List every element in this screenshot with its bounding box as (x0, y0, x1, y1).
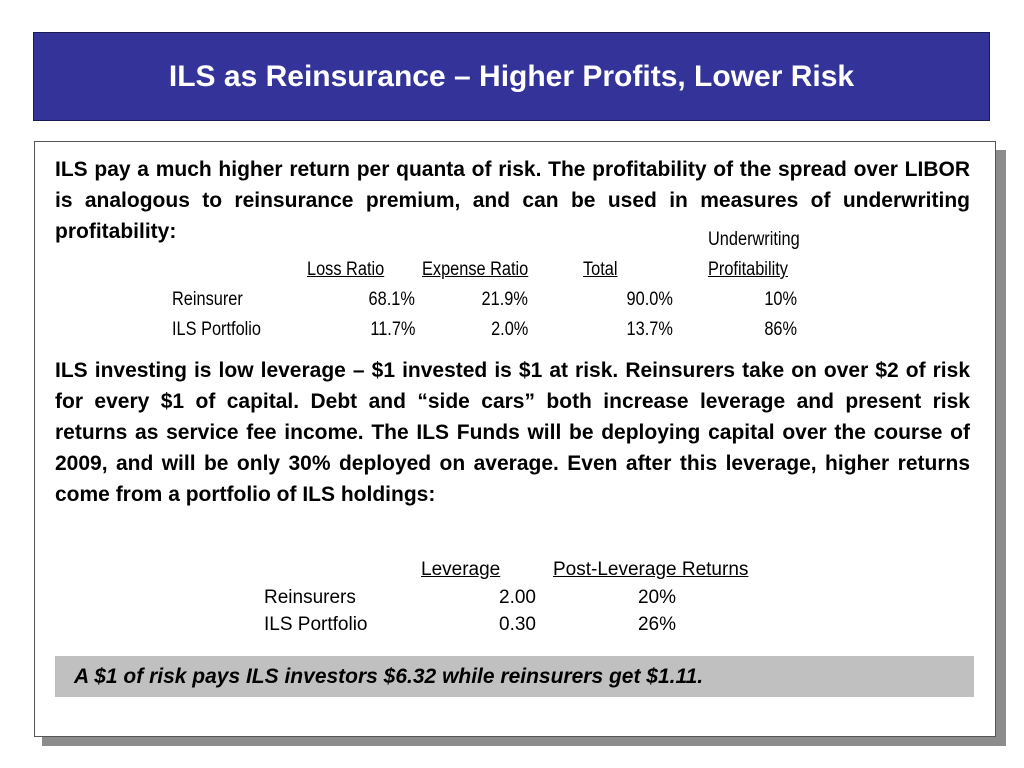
cell-loss-ratio: 68.1% (368, 289, 415, 310)
callout-box: A $1 of risk pays ILS investors $6.32 wh… (55, 656, 974, 697)
header-underwriting-line1: Underwriting (708, 229, 800, 250)
cell-profitability: 10% (764, 289, 797, 310)
header-underwriting-line2: Profitability (708, 259, 788, 280)
cell-returns: 26% (637, 614, 676, 635)
paragraph-leverage: ILS investing is low leverage – $1 inves… (55, 359, 970, 506)
row-label: Reinsurer (172, 289, 243, 310)
paragraph-profitability: ILS pay a much higher return per quanta … (55, 158, 970, 243)
cell-loss-ratio: 11.7% (369, 319, 415, 340)
header-total: Total (583, 259, 618, 280)
content-card (34, 141, 996, 737)
cell-total: 90.0% (626, 289, 673, 310)
cell-expense-ratio: 2.0% (490, 319, 528, 340)
cell-expense-ratio: 21.9% (481, 289, 528, 310)
slide-title: ILS as Reinsurance – Higher Profits, Low… (168, 59, 855, 93)
cell-total: 13.7% (626, 319, 673, 340)
header-expense-ratio: Expense Ratio (422, 259, 529, 280)
row-label: ILS Portfolio (264, 614, 368, 635)
cell-leverage: 2.00 (499, 587, 536, 608)
header-loss-ratio: Loss Ratio (307, 259, 385, 280)
row-label: Reinsurers (264, 587, 356, 608)
title-banner: ILS as Reinsurance – Higher Profits, Low… (33, 32, 990, 121)
header-leverage: Leverage (421, 559, 501, 580)
row-label: ILS Portfolio (172, 319, 262, 340)
cell-profitability: 86% (764, 319, 797, 340)
header-post-leverage-returns: Post-Leverage Returns (553, 559, 749, 580)
cell-leverage: 0.30 (499, 614, 536, 635)
cell-returns: 20% (637, 587, 676, 608)
callout-text: A $1 of risk pays ILS investors $6.32 wh… (74, 664, 704, 688)
